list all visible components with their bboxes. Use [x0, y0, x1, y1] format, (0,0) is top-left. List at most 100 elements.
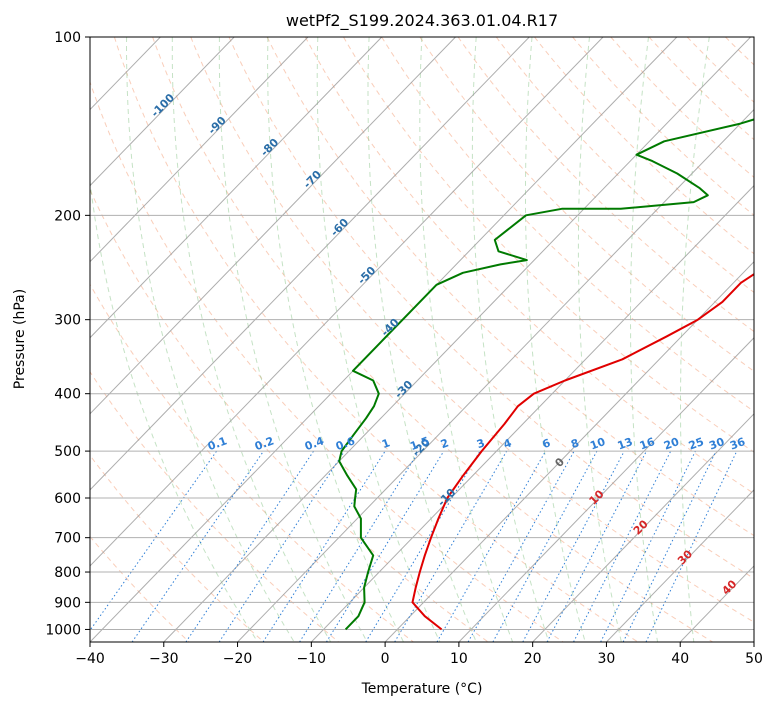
moist-adiabat-line — [525, 37, 586, 642]
moist-adiabat-label: 30 — [675, 547, 695, 567]
mixing-ratio-line — [492, 450, 598, 642]
isotherm-line — [458, 337, 754, 642]
temperature-profile-line — [411, 272, 754, 631]
dry-adiabat-line — [90, 454, 265, 642]
dry-adiabat-line — [90, 283, 414, 642]
moist-adiabat-label: 10 — [587, 487, 607, 507]
mixing-ratio-label: 4 — [502, 436, 514, 451]
mixing-ratio-line — [218, 450, 345, 642]
isotherm-line — [606, 489, 754, 642]
y-tick-label: 300 — [54, 313, 81, 329]
mixing-ratio-line — [467, 450, 575, 642]
isotherm-line — [90, 37, 456, 415]
moist-adiabat-label: 20 — [631, 517, 651, 537]
mixing-ratio-label: 10 — [588, 435, 607, 453]
mixing-ratio-line — [546, 450, 647, 642]
isotherm-line — [384, 260, 754, 642]
y-tick-label: 700 — [54, 531, 81, 547]
dry-adiabat-line — [648, 37, 754, 141]
mixing-ratio-line — [436, 450, 547, 642]
line-labels: -100-90-80-70-60-50-40-30-20-100.1 0.2 0.4… — [148, 91, 747, 598]
isotherm-label: -90 — [206, 114, 229, 137]
moist-adiabat-line — [267, 37, 404, 642]
isotherm-line — [90, 37, 235, 187]
pressure-gridlines — [90, 37, 754, 630]
y-axis-ticks: 100 200 300 400 500 600 700 800 900 1000 — [45, 30, 90, 638]
moist-adiabat-line — [367, 37, 477, 642]
x-tick-label: −40 — [75, 651, 105, 667]
isotherm-line — [90, 37, 383, 339]
mixing-ratio-label: 20 — [662, 435, 681, 453]
mixing-ratio-line — [365, 450, 481, 642]
isotherm-line — [237, 108, 754, 642]
dry-adiabat-line — [457, 37, 754, 333]
mixing-ratio-line — [90, 450, 218, 632]
isotherm-line — [163, 37, 751, 642]
dry-adiabat-line — [113, 37, 639, 642]
isotherm-line — [532, 413, 754, 642]
dry-adiabat-line — [572, 37, 754, 217]
x-axis-title: Temperature (°C) — [361, 681, 483, 697]
mixing-ratio-line — [522, 450, 625, 642]
moist-adiabat-line — [90, 177, 259, 642]
x-tick-label: −30 — [149, 651, 179, 667]
x-axis-ticks: −40 −30 −20 −10 0 10 20 30 40 50 — [75, 642, 763, 667]
y-tick-label: 100 — [54, 30, 81, 46]
mixing-ratio-label: 1.5 — [408, 434, 431, 453]
y-tick-label: 1000 — [45, 622, 81, 638]
plot-frame — [89, 36, 755, 643]
mixing-ratio-label: 36 — [728, 435, 747, 453]
mixing-ratio-line — [573, 450, 672, 642]
mixing-ratio-label: 16 — [638, 435, 657, 453]
background-lines — [90, 37, 754, 642]
isotherm-label: -80 — [258, 136, 281, 159]
x-tick-label: 20 — [524, 651, 542, 667]
dry-adiabat-line — [90, 370, 339, 642]
mixing-ratio-line — [299, 450, 420, 642]
mixing-ratio-line — [131, 450, 264, 642]
moist-adiabat-line — [680, 37, 710, 642]
data-series — [338, 118, 754, 631]
dry-adiabat-line — [343, 37, 754, 453]
x-tick-label: −10 — [297, 651, 327, 667]
dry-adiabat-line — [90, 188, 489, 642]
mixing-ratio-line — [262, 450, 386, 642]
x-tick-label: 0 — [381, 651, 390, 667]
mixing-ratio-line — [325, 450, 445, 642]
mixing-ratio-line — [622, 450, 717, 642]
dry-adiabat-line — [495, 37, 754, 294]
y-tick-label: 500 — [54, 444, 81, 460]
dry-adiabat-line — [725, 37, 754, 66]
mixing-ratio-line — [394, 450, 508, 642]
dry-adiabat-line — [304, 37, 754, 495]
dry-adiabat-line — [90, 535, 190, 642]
mixing-ratio-label: 6 — [541, 436, 553, 451]
mixing-ratio-label: 0.1 — [206, 434, 229, 453]
moist-adiabat-line — [126, 37, 295, 642]
y-tick-label: 600 — [54, 491, 81, 507]
mixing-ratio-line — [185, 450, 315, 642]
mixing-ratio-label: 0.6 — [334, 434, 357, 453]
mixing-ratio-label: 1 — [380, 436, 392, 451]
moist-adiabat-line — [171, 37, 332, 642]
x-tick-label: 30 — [598, 651, 616, 667]
dry-adiabat-line — [152, 37, 713, 642]
chart-title: wetPf2_S199.2024.363.01.04.R17 — [286, 11, 558, 31]
isotherm-line — [90, 37, 309, 263]
y-tick-label: 900 — [54, 595, 81, 611]
moist-adiabat-line — [577, 37, 622, 642]
x-tick-label: 40 — [671, 651, 689, 667]
moist-adiabat-line — [218, 37, 368, 642]
mixing-ratio-label: 13 — [616, 435, 635, 452]
mixing-ratio-label: 8 — [569, 436, 581, 451]
moist-adiabat-line — [630, 37, 659, 642]
dry-adiabat-line — [419, 37, 754, 372]
mixing-ratio-label: 0.2 — [253, 434, 276, 453]
mixing-ratio-label: 2 — [439, 436, 451, 451]
moist-adiabat-line — [316, 37, 441, 642]
moist-adiabat-label: 40 — [719, 577, 739, 597]
isotherm-label: -60 — [328, 216, 351, 239]
dry-adiabat-line — [686, 37, 754, 103]
dry-adiabat-line — [610, 37, 754, 179]
